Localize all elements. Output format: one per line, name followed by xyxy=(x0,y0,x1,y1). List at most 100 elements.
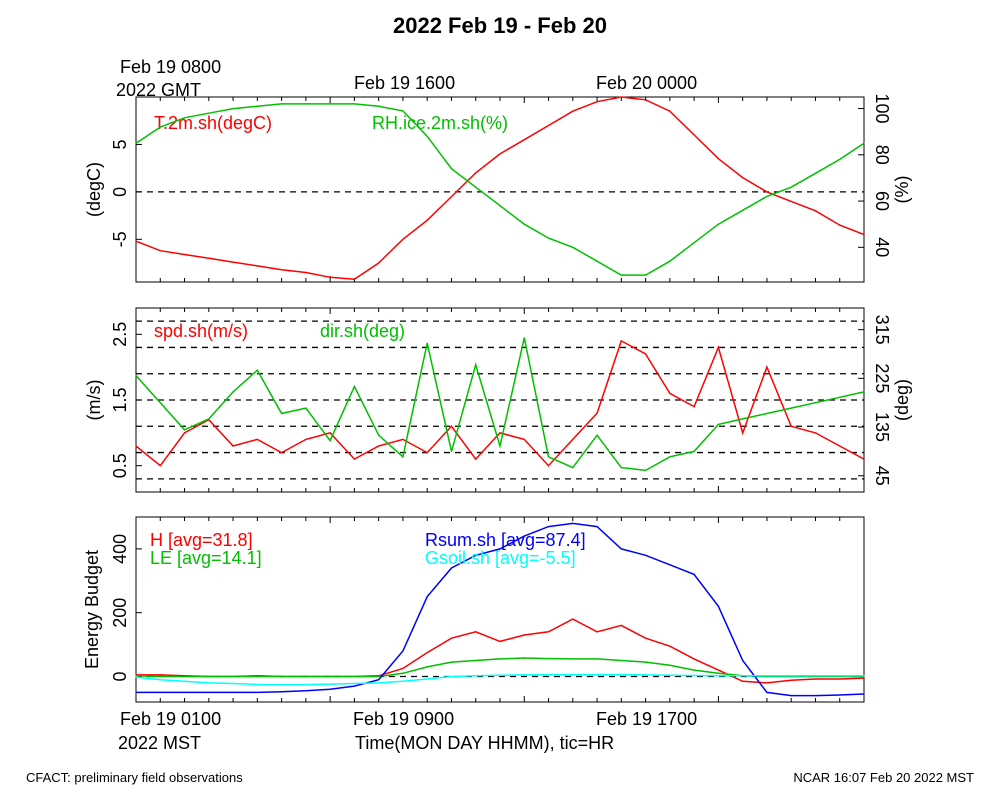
data-point xyxy=(596,525,598,528)
data-point xyxy=(183,680,186,682)
y-right-tick-label: 80 xyxy=(872,145,892,165)
data-point xyxy=(669,392,671,395)
data-point xyxy=(426,219,428,221)
data-point xyxy=(353,385,355,388)
data-point xyxy=(669,260,671,262)
data-point xyxy=(814,675,817,677)
bottom-axis-label-1: Feb 19 0900 xyxy=(353,709,455,729)
data-point xyxy=(402,438,404,441)
legend-entry: Rsum.sh [avg=87.4] xyxy=(425,530,586,550)
data-point xyxy=(305,683,307,686)
bottom-axis-first-label: Feb 19 0100 xyxy=(120,709,222,729)
data-point xyxy=(475,659,477,662)
data-point xyxy=(790,425,792,427)
data-point xyxy=(693,658,695,660)
data-point xyxy=(693,405,695,408)
data-point xyxy=(645,674,647,676)
data-point xyxy=(693,134,695,136)
data-point xyxy=(450,637,453,639)
legend-entry: dir.sh(deg) xyxy=(320,321,405,341)
data-point xyxy=(329,103,331,105)
y-right-tick-label: 100 xyxy=(872,94,892,124)
data-point xyxy=(693,450,695,453)
data-point xyxy=(329,276,331,278)
data-point xyxy=(523,535,525,537)
data-point xyxy=(572,467,574,469)
data-point xyxy=(281,412,283,415)
data-point xyxy=(256,683,258,686)
y-axis-label: (degC) xyxy=(84,162,104,217)
data-point xyxy=(499,445,501,447)
data-point xyxy=(183,253,186,256)
series-line-energy-budget-0 xyxy=(136,618,865,684)
data-point xyxy=(329,432,331,434)
footer-left: CFACT: preliminary field observations xyxy=(26,770,243,785)
data-point xyxy=(523,438,525,441)
data-point xyxy=(547,525,550,528)
data-point xyxy=(669,564,671,566)
data-point xyxy=(863,677,865,679)
data-point xyxy=(717,672,720,674)
data-point xyxy=(596,434,598,436)
y-right-axis-label: (%) xyxy=(892,176,912,204)
data-point xyxy=(742,675,744,677)
data-point xyxy=(281,683,283,686)
data-point xyxy=(305,438,307,441)
data-point xyxy=(596,101,598,103)
data-point xyxy=(814,695,817,697)
data-point xyxy=(450,675,453,678)
data-point xyxy=(499,153,501,155)
data-point xyxy=(547,658,550,660)
data-point xyxy=(669,645,671,647)
bottom-axis-first-sublabel: 2022 MST xyxy=(118,733,202,753)
data-point xyxy=(620,673,622,676)
data-point xyxy=(863,693,865,695)
data-point xyxy=(766,366,768,368)
data-point xyxy=(329,439,331,442)
data-point xyxy=(402,456,404,458)
data-point xyxy=(329,683,331,685)
series-line-wind-1 xyxy=(135,337,865,472)
data-point xyxy=(475,172,477,174)
data-point xyxy=(620,659,622,662)
data-point xyxy=(475,364,477,366)
data-point xyxy=(814,678,817,680)
data-point xyxy=(402,238,404,240)
data-point xyxy=(256,369,258,371)
series-line-energy-budget-1 xyxy=(135,657,864,678)
data-point xyxy=(450,196,453,198)
data-point xyxy=(620,624,622,627)
data-point xyxy=(208,418,210,420)
data-point xyxy=(839,678,841,680)
data-point xyxy=(135,375,137,377)
data-point xyxy=(499,432,501,434)
top-axis-label-1: Feb 19 1600 xyxy=(354,73,456,93)
data-point xyxy=(183,675,186,678)
data-point xyxy=(183,691,186,694)
data-point xyxy=(402,650,404,652)
data-point xyxy=(620,467,622,469)
data-point xyxy=(135,445,137,447)
y-right-tick-label: 40 xyxy=(872,237,892,257)
data-point xyxy=(645,554,647,556)
data-point xyxy=(645,274,647,276)
data-point xyxy=(475,631,477,633)
data-point xyxy=(183,432,186,434)
data-point xyxy=(790,679,792,681)
data-point xyxy=(814,402,817,404)
data-point xyxy=(499,205,501,207)
data-point xyxy=(232,261,234,263)
data-point xyxy=(547,124,550,127)
data-point xyxy=(281,451,283,454)
data-point xyxy=(547,456,550,458)
data-point xyxy=(839,396,841,398)
data-point xyxy=(426,666,428,668)
data-point xyxy=(159,465,161,467)
bottom-axis-label-2: Feb 19 1700 xyxy=(596,709,698,729)
data-point xyxy=(475,675,477,677)
data-point xyxy=(645,637,647,639)
data-point xyxy=(547,631,550,633)
y-tick-label: 0 xyxy=(110,187,130,197)
data-point xyxy=(402,667,404,670)
data-point xyxy=(620,274,622,276)
